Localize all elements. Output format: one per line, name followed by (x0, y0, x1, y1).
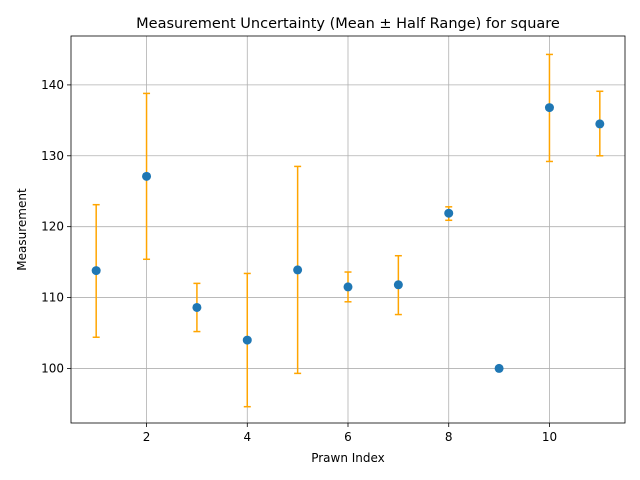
data-point (242, 335, 252, 345)
x-tick-label: 4 (243, 430, 251, 444)
y-tick-label: 110 (41, 291, 64, 305)
x-tick-label: 10 (542, 430, 557, 444)
data-point (494, 363, 504, 373)
data-point (293, 265, 303, 275)
y-tick-label: 120 (41, 220, 64, 234)
y-tick-label: 130 (41, 149, 64, 163)
y-tick-label: 100 (41, 361, 64, 375)
y-axis-label: Measurement (15, 188, 29, 271)
x-tick-label: 6 (344, 430, 352, 444)
data-point (91, 266, 101, 276)
grid-layer (71, 36, 625, 423)
x-axis-ticks: 2 4 6 8 10 (143, 423, 557, 444)
data-point (595, 119, 605, 129)
data-point (444, 208, 454, 218)
data-point (544, 103, 554, 113)
y-axis-ticks: 100 110 120 130 140 (41, 78, 71, 375)
y-tick-label: 140 (41, 78, 64, 92)
data-point (192, 302, 202, 312)
data-point (393, 280, 403, 290)
chart-title: Measurement Uncertainty (Mean ± Half Ran… (136, 16, 560, 32)
x-axis-label: Prawn Index (311, 451, 385, 465)
x-tick-label: 8 (445, 430, 453, 444)
data-point (142, 171, 152, 181)
data-point (343, 282, 353, 292)
x-tick-label: 2 (143, 430, 151, 444)
point-layer (91, 103, 605, 373)
